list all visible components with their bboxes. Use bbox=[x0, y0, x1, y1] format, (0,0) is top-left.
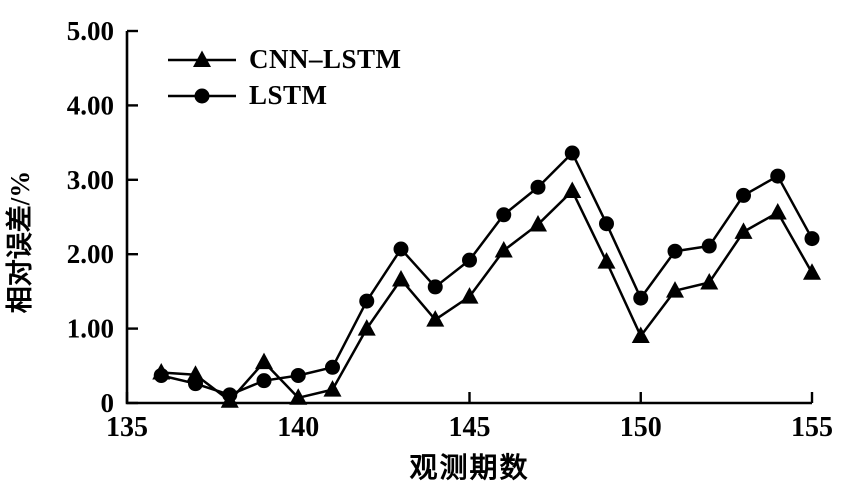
legend: CNN–LSTM LSTM bbox=[168, 42, 402, 113]
x-tick-label: 145 bbox=[449, 412, 491, 443]
circle-marker bbox=[667, 243, 683, 259]
triangle-marker bbox=[426, 310, 445, 327]
circle-marker bbox=[804, 231, 820, 247]
circle-marker bbox=[325, 359, 340, 375]
circle-line-marker-icon bbox=[168, 88, 236, 103]
y-axis-title: 相对误差/% bbox=[5, 170, 35, 314]
circle-marker bbox=[194, 88, 210, 103]
triangle-marker bbox=[323, 380, 342, 397]
triangle-line-marker-icon bbox=[168, 50, 236, 67]
triangle-marker bbox=[563, 181, 582, 198]
circle-marker bbox=[462, 252, 477, 268]
triangle-marker bbox=[768, 203, 787, 220]
circle-marker bbox=[153, 367, 169, 383]
series-cnn-lstm bbox=[152, 181, 821, 408]
circle-marker bbox=[633, 290, 649, 306]
triangle-marker bbox=[529, 214, 547, 232]
triangle-marker bbox=[700, 272, 719, 290]
circle-marker bbox=[222, 387, 238, 403]
triangle-marker bbox=[734, 222, 753, 239]
y-tick-label: 0 bbox=[101, 388, 115, 418]
x-tick-label: 150 bbox=[620, 412, 662, 443]
x-tick-label: 135 bbox=[106, 412, 148, 443]
triangle-marker bbox=[460, 287, 479, 304]
y-tick-label: 1.00 bbox=[67, 314, 114, 344]
legend-label-cnn-lstm: CNN–LSTM bbox=[249, 44, 402, 74]
y-tick-label: 3.00 bbox=[67, 165, 114, 195]
circle-marker bbox=[701, 238, 717, 254]
y-tick-label: 2.00 bbox=[67, 239, 114, 269]
series-line-cnn-lstm bbox=[161, 189, 814, 403]
triangle-marker bbox=[193, 50, 211, 67]
circle-marker bbox=[530, 179, 546, 195]
circle-marker bbox=[736, 187, 751, 203]
y-tick-label: 5.00 bbox=[67, 16, 114, 46]
triangle-marker bbox=[255, 352, 273, 370]
series-lstm bbox=[153, 145, 820, 403]
triangle-marker bbox=[289, 388, 308, 405]
legend-label-lstm: LSTM bbox=[249, 80, 328, 110]
circle-marker bbox=[564, 145, 580, 161]
triangle-marker bbox=[803, 263, 821, 280]
circle-marker bbox=[393, 241, 409, 257]
triangle-marker bbox=[666, 281, 684, 298]
circle-marker bbox=[188, 376, 203, 392]
x-axis-title: 观测期数 bbox=[409, 453, 530, 484]
circle-marker bbox=[770, 168, 786, 184]
triangle-marker bbox=[494, 240, 513, 258]
x-tick-label: 140 bbox=[277, 412, 319, 443]
triangle-marker bbox=[392, 269, 410, 287]
legend-item-lstm: LSTM bbox=[168, 78, 402, 113]
triangle-marker bbox=[357, 319, 376, 336]
triangle-marker bbox=[186, 365, 205, 382]
x-tick-label: 155 bbox=[791, 412, 833, 443]
circle-marker bbox=[496, 207, 512, 223]
circle-marker bbox=[427, 279, 443, 295]
circle-marker bbox=[359, 293, 375, 309]
triangle-marker bbox=[597, 252, 616, 269]
legend-item-cnn-lstm: CNN–LSTM bbox=[168, 42, 402, 77]
triangle-marker bbox=[631, 326, 650, 344]
circle-marker bbox=[599, 216, 614, 232]
circle-marker bbox=[290, 367, 306, 383]
circle-marker bbox=[256, 373, 272, 389]
y-tick-label: 4.00 bbox=[67, 90, 114, 120]
